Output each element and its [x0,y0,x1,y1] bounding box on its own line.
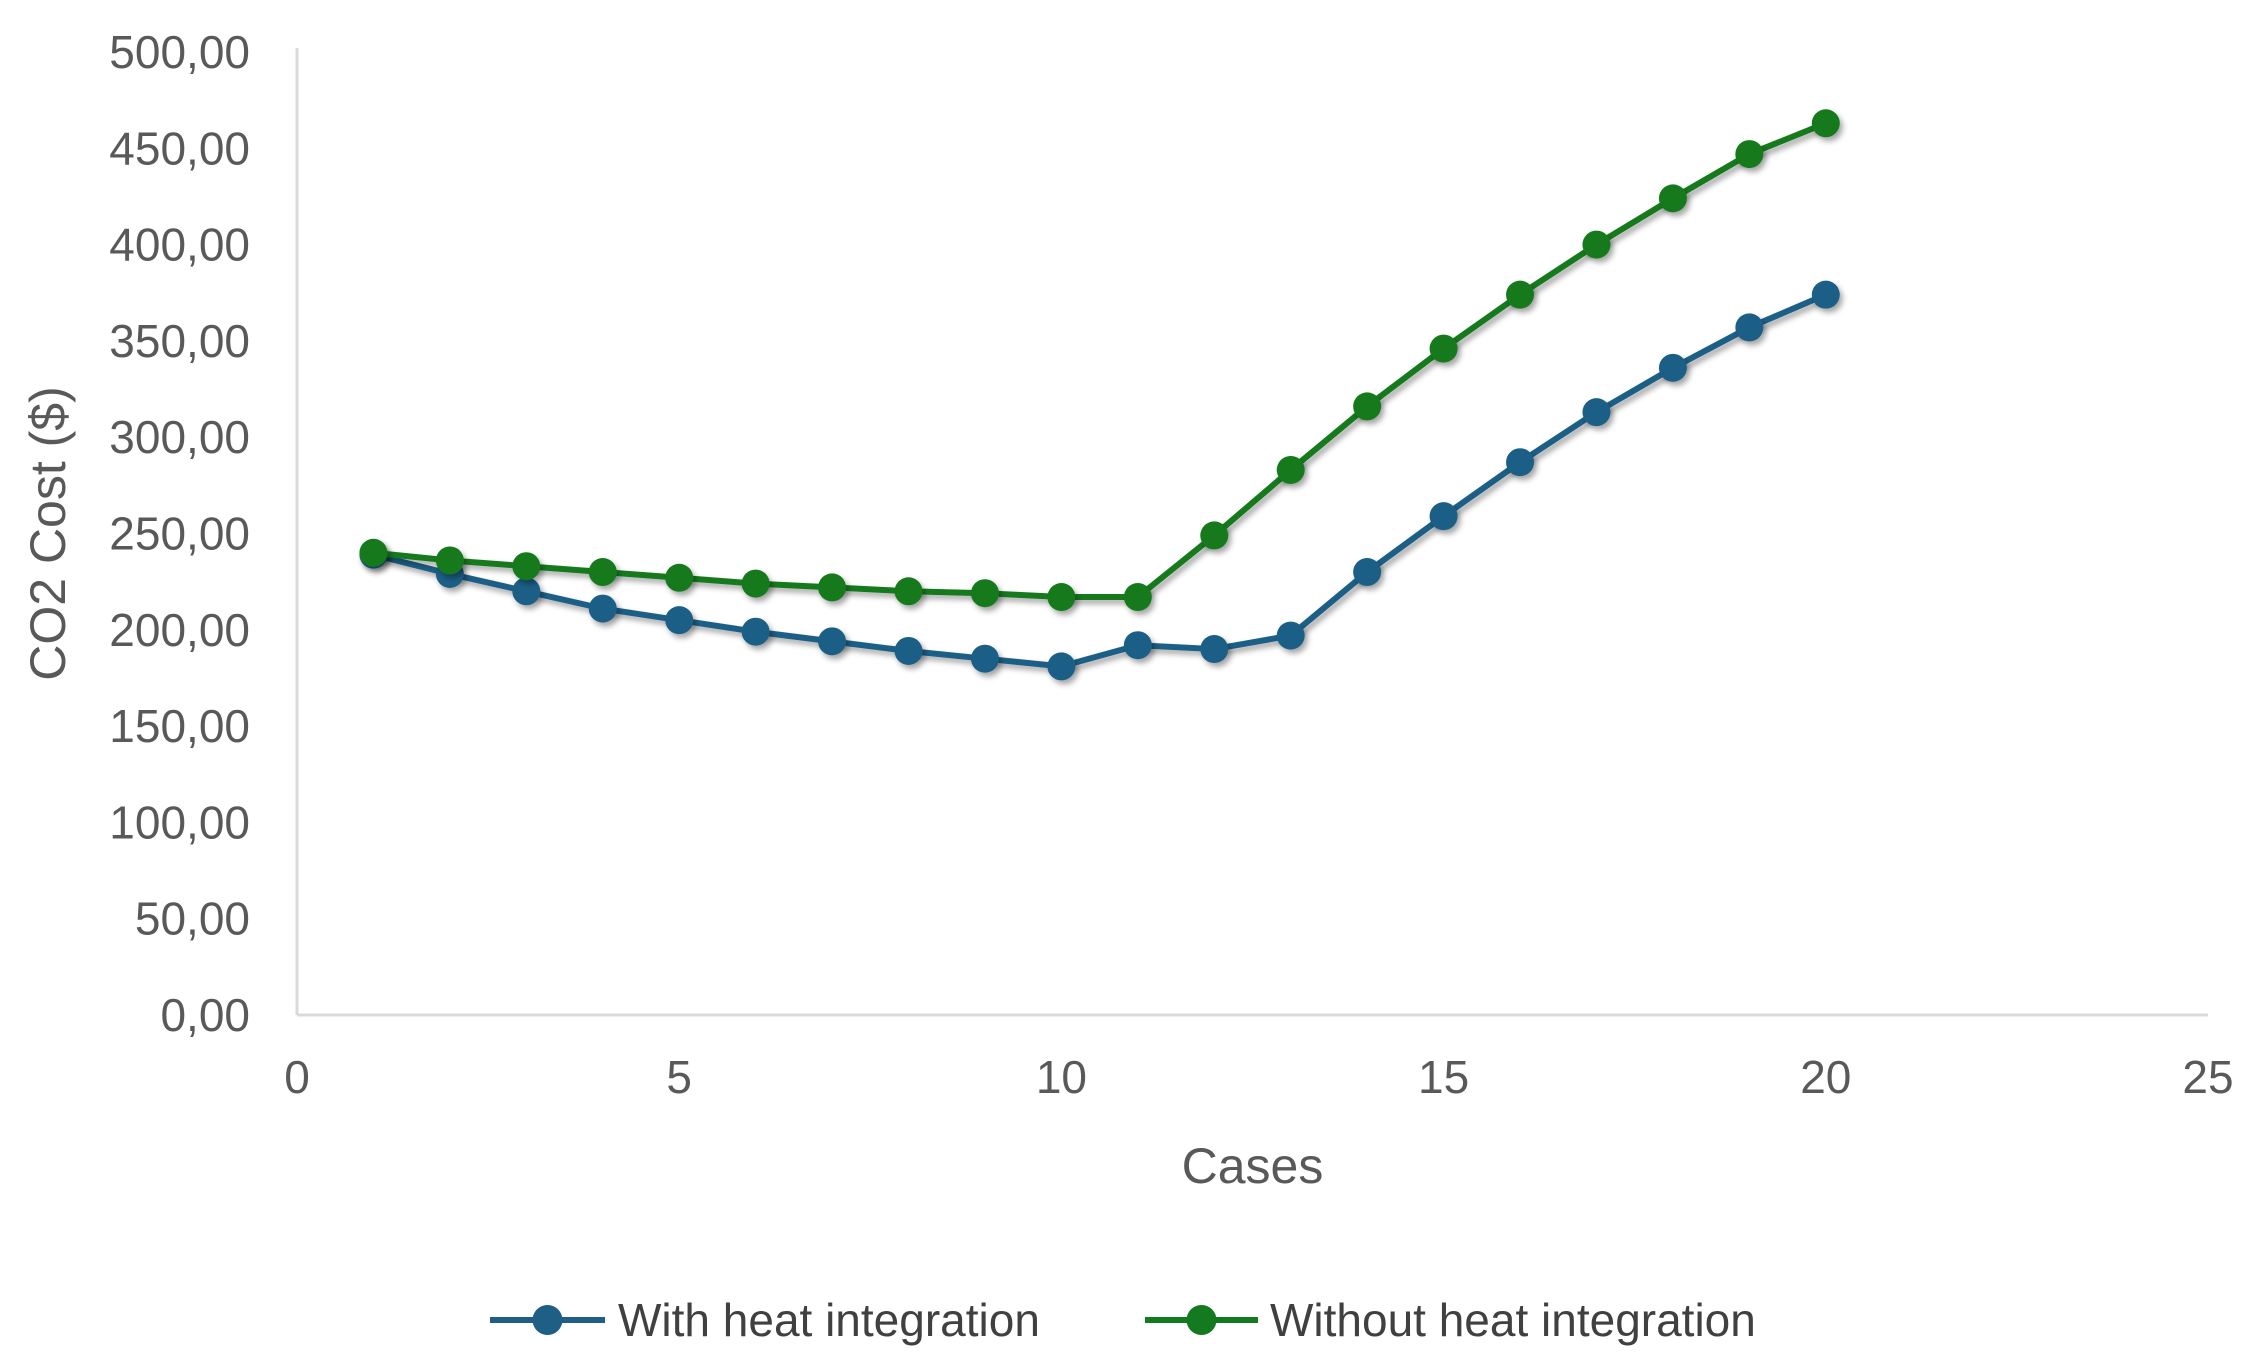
x-tick-label: 10 [1036,1051,1087,1103]
y-tick-label: 50,00 [135,893,250,945]
data-point [1353,558,1382,587]
data-point [1582,230,1611,259]
series-line [373,120,1827,601]
x-axis-title: Cases [1182,1138,1324,1194]
data-point [588,558,617,587]
data-point [512,552,541,581]
data-point [1276,455,1305,484]
data-point [1811,109,1840,138]
legend: With heat integration Without heat integ… [490,1294,1756,1346]
data-point [1429,334,1458,363]
data-point [1506,448,1535,477]
x-tick-label: 15 [1418,1051,1469,1103]
y-tick-label: 500,00 [109,26,250,78]
data-point [1735,140,1764,169]
data-point [1658,353,1687,382]
data-point [894,636,923,665]
x-tick-label: 25 [2182,1051,2233,1103]
legend-item-with-heat-integration: With heat integration [490,1294,1040,1346]
data-point [970,579,999,608]
data-point [1047,652,1076,681]
data-point [1506,280,1535,309]
data-point [1353,392,1382,421]
legend-item-without-heat-integration: Without heat integration [1145,1294,1756,1346]
legend-marker-with-heat-integration [532,1305,563,1335]
data-point [665,563,694,592]
data-point [665,606,694,635]
data-point [512,577,541,606]
data-point [1123,583,1152,612]
data-point [1123,631,1152,660]
x-tick-labels: 0 5 10 15 20 25 [284,1051,2233,1103]
x-tick-label: 0 [284,1051,310,1103]
x-tick-label: 5 [666,1051,692,1103]
y-axis-title: CO2 Cost ($) [20,386,76,681]
data-point [970,644,999,673]
legend-label-with-heat-integration: With heat integration [618,1294,1040,1346]
data-point [818,627,847,656]
data-point [741,617,770,646]
x-tick-label: 20 [1800,1051,1851,1103]
y-tick-labels: 0,00 50,00 100,00 150,00 200,00 250,00 300,00 3… [109,26,250,1041]
data-point [435,546,464,575]
y-tick-label: 350,00 [109,315,250,367]
y-tick-label: 0,00 [160,989,250,1041]
data-point [1811,280,1840,309]
data-point [818,573,847,602]
data-point [359,538,388,567]
data-point [1047,583,1076,612]
data-point [1582,398,1611,427]
axes [295,48,2208,1017]
data-point [894,577,923,606]
y-tick-label: 150,00 [109,700,250,752]
y-tick-label: 250,00 [109,508,250,560]
y-tick-label: 300,00 [109,411,250,463]
data-point [1658,184,1687,213]
data-point [1200,635,1229,664]
y-tick-label: 450,00 [109,122,250,174]
series-with-heat-integration [359,280,1840,681]
y-tick-label: 400,00 [109,219,250,271]
data-point [1276,621,1305,650]
data-point [1735,313,1764,342]
y-tick-label: 200,00 [109,604,250,656]
data-point [588,594,617,623]
y-tick-label: 100,00 [109,796,250,848]
legend-marker-without-heat-integration [1186,1305,1217,1335]
series-without-heat-integration [359,109,1840,612]
data-point [1200,521,1229,550]
series-layer [359,109,1840,681]
legend-label-without-heat-integration: Without heat integration [1270,1294,1756,1346]
data-point [741,569,770,598]
data-point [1429,502,1458,531]
